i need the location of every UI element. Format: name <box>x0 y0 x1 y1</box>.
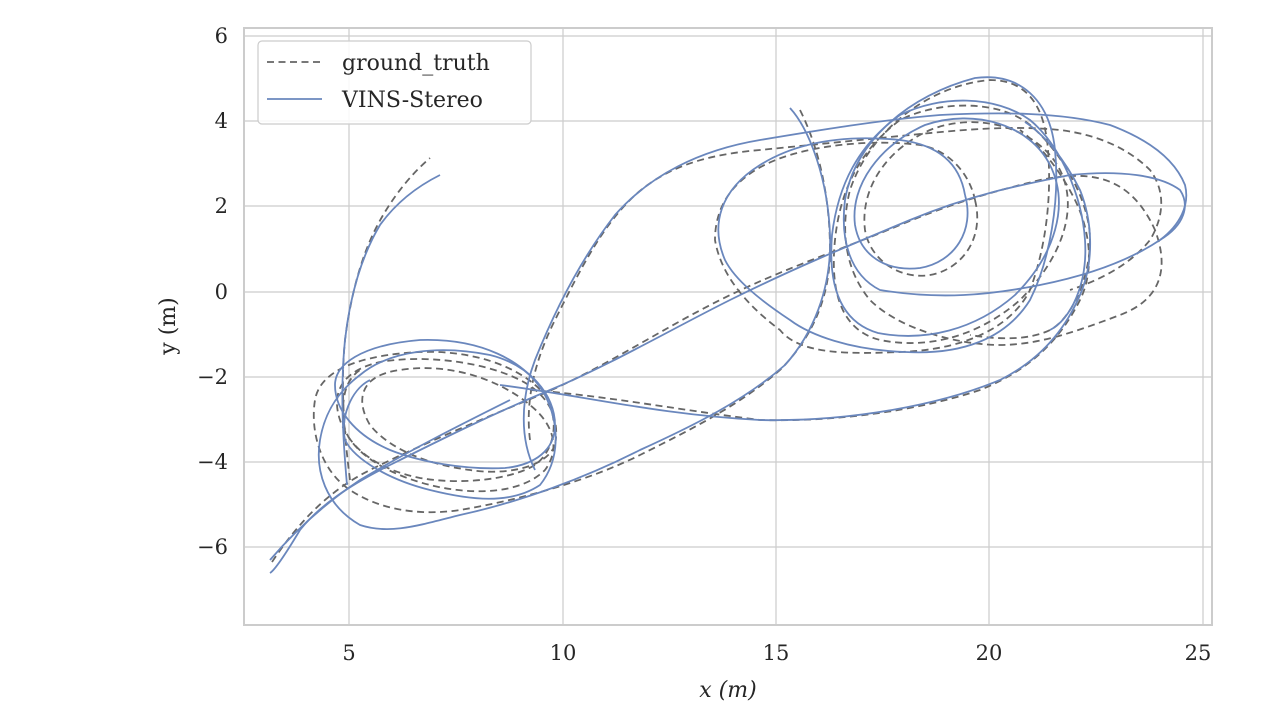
legend: ground_truth VINS-Stereo <box>257 40 532 125</box>
y-tick-labels: 6 4 2 0 −2 −4 −6 <box>197 24 228 559</box>
x-axis-label: x (m) <box>699 678 756 703</box>
x-tick-25: 25 <box>1185 641 1212 665</box>
x-tick-5: 5 <box>342 641 355 665</box>
y-axis-label: y (m) <box>156 297 181 355</box>
y-tick-4: 4 <box>215 109 228 133</box>
legend-label-ground-truth: ground_truth <box>342 51 490 76</box>
x-tick-labels: 5 10 15 20 25 <box>342 641 1211 665</box>
grid-lines <box>244 28 1212 625</box>
x-tick-15: 15 <box>763 641 790 665</box>
vins-stereo-series <box>269 76 1188 574</box>
y-tick-neg4: −4 <box>197 450 228 474</box>
legend-box <box>257 40 532 125</box>
y-tick-0: 0 <box>215 280 228 304</box>
x-tick-10: 10 <box>550 641 577 665</box>
x-tick-20: 20 <box>976 641 1003 665</box>
y-tick-neg2: −2 <box>197 365 228 389</box>
y-tick-6: 6 <box>215 24 228 48</box>
y-tick-2: 2 <box>215 194 228 218</box>
axes-frame <box>243 27 1213 626</box>
y-tick-neg6: −6 <box>197 535 228 559</box>
legend-label-vins-stereo: VINS-Stereo <box>341 88 483 113</box>
